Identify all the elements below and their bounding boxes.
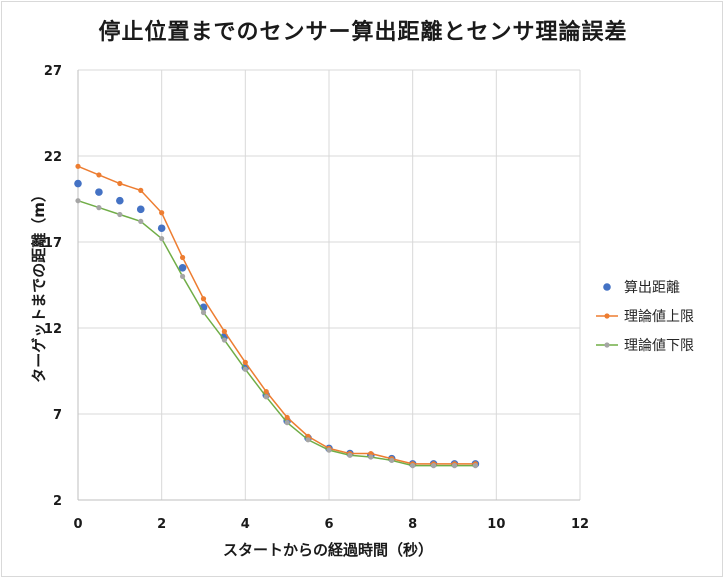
grid-lines <box>77 69 581 501</box>
data-point <box>117 180 123 187</box>
axes <box>77 70 580 501</box>
data-point <box>284 420 290 426</box>
data-point <box>389 457 395 464</box>
y-tick-label: 17 <box>44 236 62 251</box>
data-point <box>472 463 479 469</box>
legend-label: 理論値上限 <box>624 309 694 325</box>
legend-item-1: 算出距離 <box>603 279 680 296</box>
data-point <box>157 224 166 233</box>
data-point <box>221 337 228 343</box>
x-tick-label: 8 <box>408 517 417 532</box>
series-1 <box>74 179 480 468</box>
data-point <box>263 389 269 395</box>
data-point <box>284 414 290 421</box>
data-point <box>200 296 207 302</box>
data-point <box>368 454 374 460</box>
y-tick-label: 27 <box>44 64 62 79</box>
series-line <box>77 200 476 467</box>
x-tick-label: 12 <box>571 517 589 532</box>
data-point <box>159 210 165 216</box>
data-point <box>200 309 207 316</box>
data-point <box>74 179 82 188</box>
data-point <box>179 273 186 279</box>
legend-item-2: 理論値上限 <box>596 309 694 325</box>
data-point <box>347 452 353 458</box>
legend-marker <box>604 342 610 348</box>
data-point <box>263 394 269 400</box>
legend-label: 算出距離 <box>624 279 680 296</box>
x-tick-label: 2 <box>157 517 166 532</box>
series-group <box>74 163 480 469</box>
data-point <box>221 328 228 335</box>
data-point <box>96 205 102 211</box>
data-point <box>116 196 124 205</box>
x-axis-label: スタートからの経過時間（秒） <box>223 541 433 559</box>
x-tick-label: 4 <box>241 517 250 532</box>
legend-item-3: 理論値下限 <box>596 338 694 354</box>
data-point <box>451 463 458 469</box>
data-point <box>430 463 437 469</box>
x-tick-label: 0 <box>73 517 82 532</box>
series-3 <box>75 198 479 469</box>
y-tick-label: 2 <box>53 494 62 509</box>
x-tick-labels: 0 2 4 6 8 10 12 <box>73 517 589 532</box>
data-point <box>242 359 248 365</box>
legend-marker <box>603 283 611 291</box>
data-point <box>159 235 165 242</box>
legend-marker <box>604 313 610 319</box>
data-point <box>75 198 81 204</box>
data-point <box>410 463 416 469</box>
x-tick-label: 6 <box>324 517 333 532</box>
series-2 <box>75 163 479 467</box>
data-point <box>138 218 144 224</box>
data-point <box>179 254 186 261</box>
series-line <box>77 165 476 465</box>
data-point <box>96 172 102 178</box>
y-axis-label: ターゲットまでの距離（m） <box>30 187 48 383</box>
data-point <box>117 211 123 218</box>
data-point <box>178 264 187 272</box>
y-tick-label: 12 <box>44 322 62 337</box>
data-point <box>326 447 332 453</box>
data-point <box>95 188 103 196</box>
data-point <box>305 437 311 443</box>
x-tick-label: 10 <box>487 517 505 532</box>
data-point <box>138 187 144 193</box>
data-point <box>242 366 248 372</box>
data-point <box>136 205 145 214</box>
y-tick-label: 22 <box>44 150 62 165</box>
y-tick-label: 7 <box>53 408 62 423</box>
legend-label: 理論値下限 <box>624 338 694 354</box>
data-point <box>75 163 81 169</box>
chart-title: 停止位置までのセンサー算出距離とセンサ理論誤差 <box>98 20 628 45</box>
